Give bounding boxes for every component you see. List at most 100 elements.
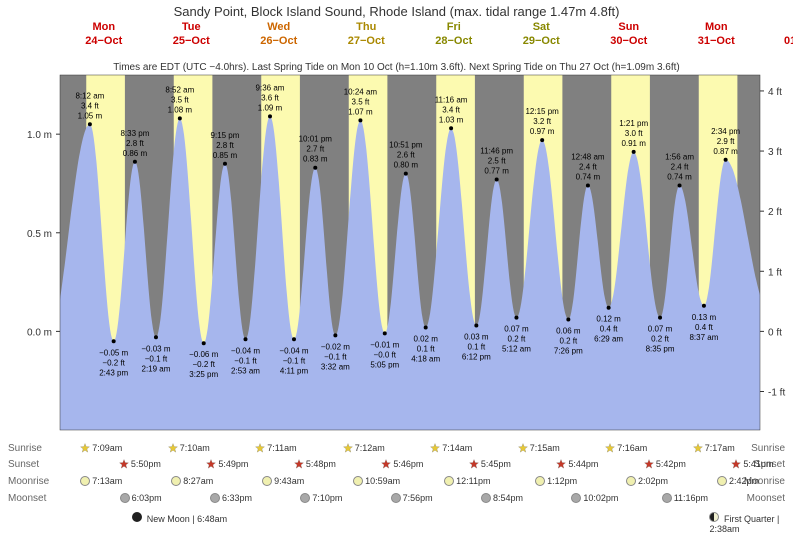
svg-text:0.87 m: 0.87 m (713, 147, 738, 156)
footer-label-sunset: Sunset (8, 459, 39, 470)
footer-time: 7:12am (343, 443, 385, 453)
footer-label-moonset: Moonset (8, 493, 46, 504)
svg-text:5:05 pm: 5:05 pm (370, 360, 399, 369)
footer-time: 11:16pm (662, 493, 708, 503)
svg-text:3.5 ft: 3.5 ft (352, 97, 371, 106)
svg-text:−0.03 m: −0.03 m (141, 344, 170, 353)
svg-text:30−Oct: 30−Oct (610, 35, 647, 47)
svg-text:1.07 m: 1.07 m (348, 107, 373, 116)
svg-text:8:33 pm: 8:33 pm (120, 129, 149, 138)
footer-time: 7:13am (80, 476, 122, 486)
footer-time: 5:45pm (469, 459, 511, 469)
svg-text:3.2 ft: 3.2 ft (533, 117, 552, 126)
footer-label-right-sunrise: Sunrise (751, 443, 785, 454)
footer-time: 5:42pm (644, 459, 686, 469)
svg-text:−0.04 m: −0.04 m (231, 346, 260, 355)
svg-text:0.03 m: 0.03 m (464, 332, 489, 341)
svg-text:27−Oct: 27−Oct (348, 35, 385, 47)
svg-text:4:11 pm: 4:11 pm (280, 366, 309, 375)
svg-text:8:35 pm: 8:35 pm (646, 345, 675, 354)
svg-text:0.4 ft: 0.4 ft (600, 325, 619, 334)
footer-time: 5:50pm (119, 459, 161, 469)
svg-text:−0.1 ft: −0.1 ft (324, 352, 347, 361)
svg-text:0.83 m: 0.83 m (303, 155, 328, 164)
svg-text:2.5 ft: 2.5 ft (488, 157, 507, 166)
svg-text:26−Oct: 26−Oct (260, 35, 297, 47)
svg-text:10:24 am: 10:24 am (344, 87, 378, 96)
svg-text:8:37 am: 8:37 am (689, 333, 718, 342)
svg-text:-1 ft: -1 ft (768, 388, 785, 399)
svg-text:3:32 am: 3:32 am (321, 362, 350, 371)
svg-text:0.07 m: 0.07 m (504, 325, 529, 334)
svg-text:0.5 m: 0.5 m (27, 229, 52, 240)
svg-text:3:25 pm: 3:25 pm (189, 370, 218, 379)
svg-text:−0.1 ft: −0.1 ft (145, 354, 168, 363)
svg-text:0.0 m: 0.0 m (27, 327, 52, 338)
svg-text:4:18 am: 4:18 am (411, 354, 440, 363)
svg-text:1.0 m: 1.0 m (27, 130, 52, 141)
svg-text:Mon: Mon (92, 21, 115, 33)
svg-text:0.07 m: 0.07 m (648, 325, 673, 334)
footer-time: 10:59am (353, 476, 400, 486)
footer-time: 5:44pm (556, 459, 598, 469)
svg-text:0.74 m: 0.74 m (576, 172, 601, 181)
svg-text:Sat: Sat (533, 21, 550, 33)
footer-time: 10:02pm (571, 493, 618, 503)
svg-text:2:43 pm: 2:43 pm (99, 368, 128, 377)
svg-text:24−Oct: 24−Oct (85, 35, 122, 47)
svg-text:−0.1 ft: −0.1 ft (234, 356, 257, 365)
footer-time: 7:11am (255, 443, 296, 453)
footer-time: 8:54pm (481, 493, 523, 503)
svg-text:9:15 pm: 9:15 pm (211, 131, 240, 140)
moon-phase-first-quarter: First Quarter | 2:38am (709, 512, 793, 534)
svg-text:0.4 ft: 0.4 ft (695, 323, 714, 332)
footer-time: 7:10am (168, 443, 210, 453)
svg-text:4 ft: 4 ft (768, 87, 782, 98)
footer-label-moonrise: Moonrise (8, 476, 49, 487)
svg-text:−0.05 m: −0.05 m (99, 348, 128, 357)
svg-text:2.8 ft: 2.8 ft (216, 141, 235, 150)
footer-time: 7:17am (693, 443, 735, 453)
svg-text:0.2 ft: 0.2 ft (508, 335, 527, 344)
svg-text:2.8 ft: 2.8 ft (126, 139, 145, 148)
svg-text:8:52 am: 8:52 am (165, 85, 194, 94)
svg-text:0.2 ft: 0.2 ft (559, 337, 578, 346)
svg-text:2.9 ft: 2.9 ft (717, 137, 736, 146)
svg-text:25−Oct: 25−Oct (173, 35, 210, 47)
svg-text:−0.2 ft: −0.2 ft (192, 360, 215, 369)
svg-text:10:51 pm: 10:51 pm (389, 141, 423, 150)
svg-text:29−Oct: 29−Oct (523, 35, 560, 47)
svg-text:2:34 pm: 2:34 pm (711, 127, 740, 136)
svg-text:0.2 ft: 0.2 ft (651, 335, 670, 344)
svg-text:6:12 pm: 6:12 pm (462, 352, 491, 361)
svg-text:0.06 m: 0.06 m (556, 327, 581, 336)
svg-text:−0.01 m: −0.01 m (370, 340, 399, 349)
svg-text:1.08 m: 1.08 m (168, 105, 193, 114)
svg-text:2.7 ft: 2.7 ft (306, 145, 325, 154)
svg-text:1.09 m: 1.09 m (258, 103, 283, 112)
svg-text:Fri: Fri (447, 21, 461, 33)
svg-text:3 ft: 3 ft (768, 147, 782, 158)
footer-time: 5:48pm (294, 459, 336, 469)
footer-time: 6:33pm (210, 493, 252, 503)
footer-time: 5:41pm (731, 459, 773, 469)
svg-text:0.12 m: 0.12 m (596, 315, 621, 324)
svg-text:2.4 ft: 2.4 ft (671, 162, 690, 171)
svg-text:0.13 m: 0.13 m (692, 313, 717, 322)
svg-text:0.80 m: 0.80 m (394, 161, 419, 170)
footer-label-sunrise: Sunrise (8, 443, 42, 454)
svg-text:Thu: Thu (356, 21, 376, 33)
footer-time: 12:11pm (444, 476, 490, 486)
footer-time: 7:10pm (300, 493, 342, 503)
moon-phase-new: New Moon | 6:48am (132, 512, 227, 524)
svg-text:1.03 m: 1.03 m (439, 115, 464, 124)
footer-time: 9:43am (262, 476, 304, 486)
footer-time: 2:42pm (717, 476, 759, 486)
footer-time: 5:49pm (206, 459, 248, 469)
svg-text:0.97 m: 0.97 m (530, 127, 555, 136)
svg-text:8:12 am: 8:12 am (75, 91, 104, 100)
footer-time: 5:46pm (381, 459, 423, 469)
svg-text:−0.04 m: −0.04 m (279, 346, 308, 355)
svg-text:3.4 ft: 3.4 ft (81, 101, 100, 110)
footer-time: 1:12pm (535, 476, 577, 486)
